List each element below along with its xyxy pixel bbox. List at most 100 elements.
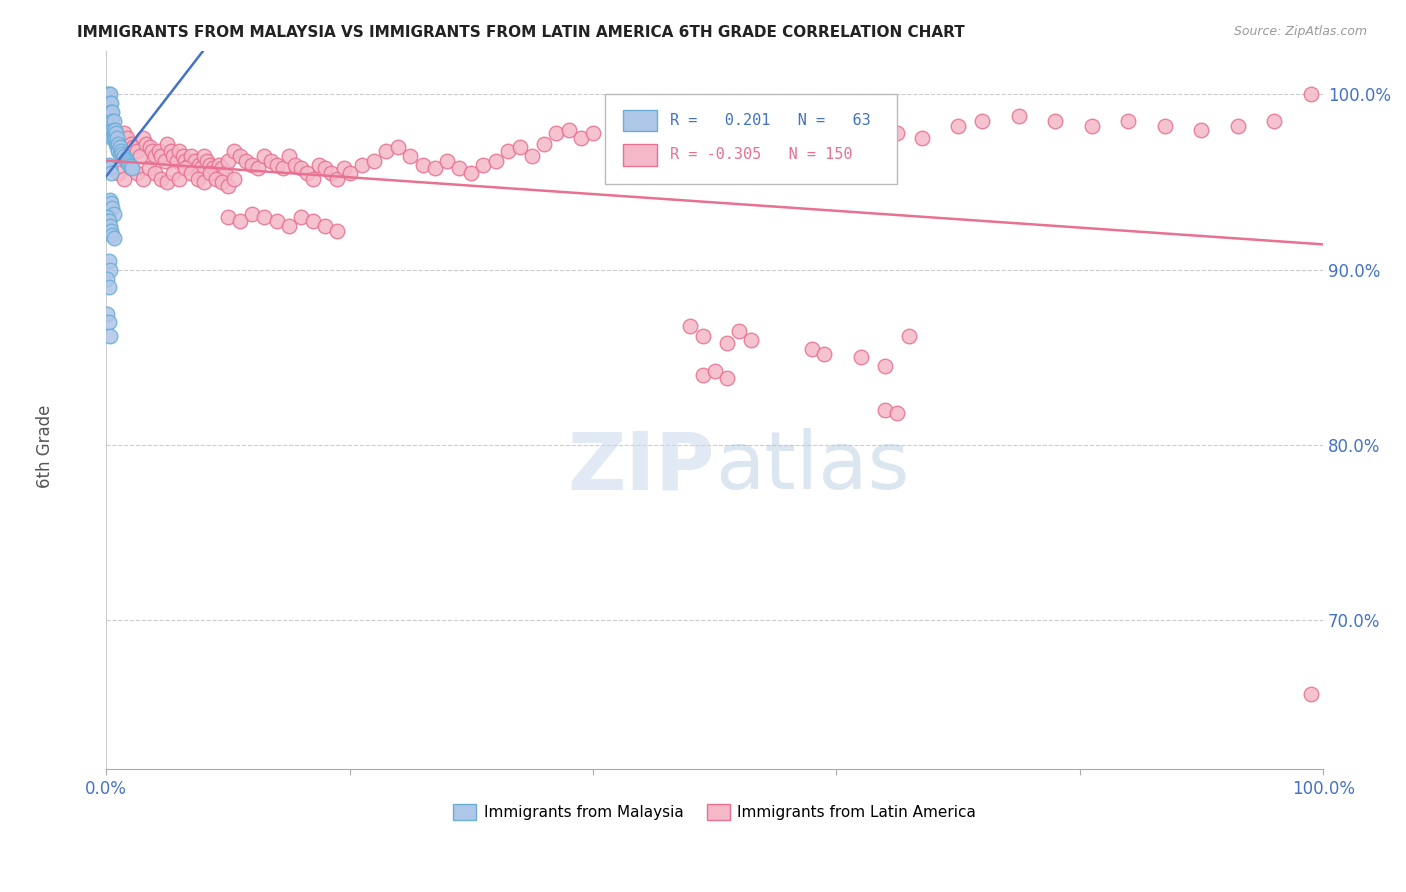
Point [703,119,725,133]
Point [472,158,495,172]
Point [148,144,170,158]
Point [98,329,121,343]
Point [110,140,132,154]
Point [100,166,122,180]
Point [1045,113,1067,128]
Point [103,207,125,221]
Point [177,158,200,172]
Point [122,140,145,154]
Point [101,131,124,145]
Point [946,119,969,133]
Point [198,158,221,172]
Point [229,149,252,163]
Point [104,131,127,145]
Point [204,171,226,186]
Point [98,87,121,102]
Point [266,213,288,227]
Bar [623,110,658,131]
Point [350,158,373,172]
Point [96,307,118,321]
Point [321,166,343,180]
Point [679,318,702,333]
Point [776,122,799,136]
Point [132,131,155,145]
Point [266,158,288,172]
Point [101,202,124,216]
Point [139,140,162,154]
Point [630,122,652,136]
Point [153,154,176,169]
Point [412,158,434,172]
Point [247,161,270,175]
Point [1226,119,1249,133]
Point [290,210,312,224]
Point [211,175,233,189]
Point [886,407,908,421]
Point [114,171,136,186]
Point [195,154,218,169]
Point [98,113,121,128]
Point [117,156,139,170]
Point [217,154,239,169]
Point [125,144,148,158]
Point [1299,87,1322,102]
Point [103,231,125,245]
Bar [623,145,658,166]
Point [107,166,129,180]
Point [1008,109,1031,123]
Point [96,87,118,102]
Point [198,166,221,180]
Point [101,227,124,242]
Point [460,166,482,180]
Point [679,126,702,140]
Point [100,224,122,238]
Point [436,154,458,169]
Point [96,122,118,136]
Point [156,175,179,189]
Point [204,166,226,180]
Point [886,126,908,140]
Point [121,161,143,175]
Point [107,144,129,158]
Point [97,213,120,227]
Point [96,105,118,120]
Point [217,210,239,224]
Point [728,324,751,338]
Point [259,154,281,169]
Point [703,364,725,378]
Point [107,136,129,151]
Point [801,131,824,145]
Point [97,96,120,111]
Point [101,105,124,120]
Point [97,315,120,329]
Point [546,126,568,140]
Point [716,336,738,351]
Point [271,161,294,175]
Point [98,193,121,207]
Legend: Immigrants from Malaysia, Immigrants from Latin America: Immigrants from Malaysia, Immigrants fro… [447,798,983,826]
Point [104,131,127,145]
Point [156,136,179,151]
Point [104,126,127,140]
Point [100,122,122,136]
Point [314,219,336,233]
Point [332,161,354,175]
Point [98,122,121,136]
Point [186,171,208,186]
Point [98,219,121,233]
Point [110,144,132,158]
Point [97,280,120,294]
Point [174,154,197,169]
Point [308,158,330,172]
Text: 6th Grade: 6th Grade [37,404,53,488]
Point [240,158,263,172]
Point [167,171,190,186]
FancyBboxPatch shape [605,94,897,184]
Point [339,166,361,180]
Point [129,149,152,163]
Point [423,161,446,175]
Text: Source: ZipAtlas.com: Source: ZipAtlas.com [1233,25,1367,38]
Point [100,96,122,111]
Point [104,122,127,136]
Point [114,153,136,167]
